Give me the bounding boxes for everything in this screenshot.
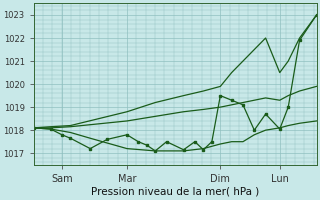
X-axis label: Pression niveau de la mer( hPa ): Pression niveau de la mer( hPa ) — [91, 187, 259, 197]
